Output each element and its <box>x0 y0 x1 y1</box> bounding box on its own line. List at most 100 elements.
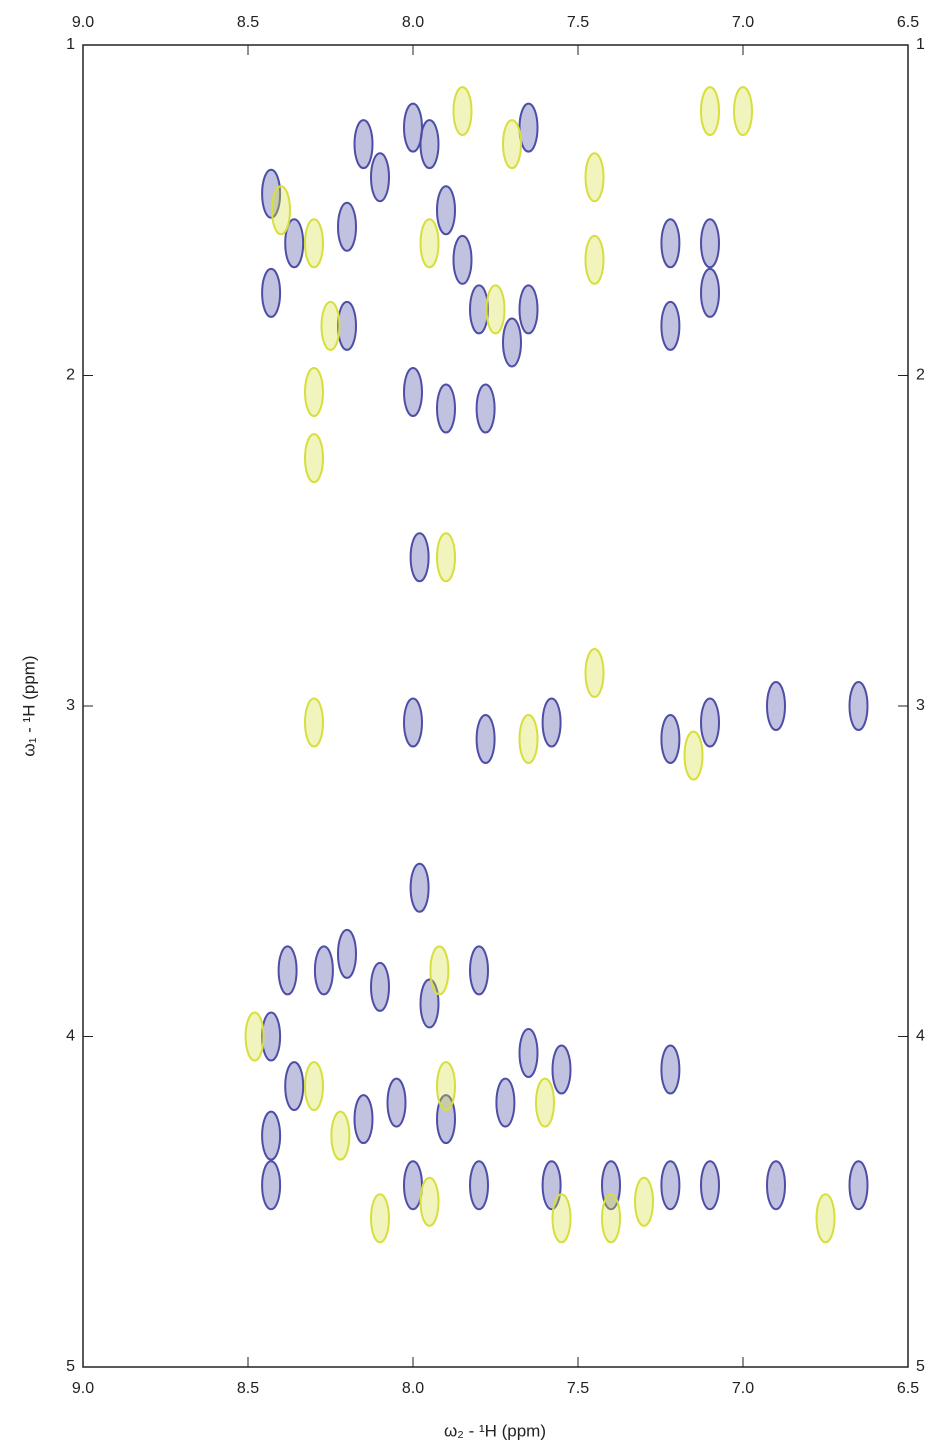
contour-peak <box>370 1193 390 1244</box>
contour-peak <box>386 1077 407 1128</box>
y-tick-label: 5 <box>66 1358 75 1375</box>
contour-peak <box>683 730 704 781</box>
contour-peak <box>551 1044 572 1095</box>
contour-peak <box>541 697 562 748</box>
contour-peak <box>271 185 291 236</box>
contour-peak <box>766 1160 786 1211</box>
contour-peak <box>551 1193 572 1244</box>
contour-peak <box>452 86 473 137</box>
contour-peak <box>485 284 506 335</box>
contour-peak <box>601 1193 621 1244</box>
contour-peak <box>370 152 390 203</box>
contour-peak <box>284 218 305 269</box>
contour-peak <box>700 267 720 318</box>
contour-peak <box>330 1110 351 1161</box>
contour-peak <box>475 714 496 765</box>
contour-peak <box>660 1044 681 1095</box>
contour-peak <box>584 234 605 285</box>
contour-peak <box>518 284 539 335</box>
contour-peak <box>304 218 324 269</box>
x-axis-label: ω₂ - ¹H (ppm) <box>444 1421 546 1440</box>
contour-peak <box>353 119 374 170</box>
contour-peak <box>261 1160 282 1211</box>
contour-peak <box>518 102 539 153</box>
contour-peak <box>848 1160 869 1211</box>
x-tick-label-top: 8.5 <box>237 14 259 31</box>
contour-peak <box>436 383 456 434</box>
y-tick-label-right: 2 <box>916 367 925 384</box>
contour-peak <box>733 86 753 137</box>
contour-peak <box>495 1077 516 1128</box>
y-tick-label-right: 5 <box>916 1358 925 1375</box>
y-tick-label: 2 <box>66 367 75 384</box>
y-tick-label-right: 1 <box>916 36 925 53</box>
contour-peak <box>700 86 720 137</box>
contour-peak <box>261 168 282 219</box>
contour-peak <box>261 1110 282 1161</box>
x-tick-label: 6.5 <box>897 1380 919 1397</box>
contour-peak <box>518 714 539 765</box>
contour-peak <box>284 1061 305 1112</box>
y-axis-label: ω₁ - ¹H (ppm) <box>19 655 38 756</box>
contour-peak <box>403 1160 423 1211</box>
contour-peak <box>469 1160 489 1211</box>
contour-peak <box>304 433 324 484</box>
contour-peak <box>502 317 522 368</box>
contour-peak <box>304 697 324 748</box>
contour-peak <box>436 185 456 236</box>
contour-peak <box>452 234 473 285</box>
contour-peak <box>469 945 489 996</box>
contour-peak <box>353 1094 374 1145</box>
contour-peak <box>660 1160 681 1211</box>
contour-peak <box>518 1028 539 1079</box>
contour-peak <box>502 119 522 170</box>
contour-peak <box>419 119 440 170</box>
x-tick-label: 7.0 <box>732 1380 754 1397</box>
x-tick-label-top: 7.0 <box>732 14 754 31</box>
x-tick-label: 8.0 <box>402 1380 424 1397</box>
contour-peak <box>436 532 456 583</box>
y-tick-label-right: 4 <box>916 1028 925 1045</box>
x-tick-label-top: 9.0 <box>72 14 94 31</box>
y-tick-label: 1 <box>66 36 75 53</box>
contour-peak <box>660 714 681 765</box>
contour-peak <box>313 945 334 996</box>
contour-peak <box>584 152 605 203</box>
contour-peak <box>337 300 357 351</box>
x-tick-label: 8.5 <box>237 1380 259 1397</box>
contour-peak <box>244 1011 265 1062</box>
contour-peak <box>409 532 430 583</box>
contour-peak <box>403 367 423 418</box>
contour-peak <box>535 1077 555 1128</box>
contour-peak <box>700 218 720 269</box>
contour-peak <box>475 383 496 434</box>
contour-peak <box>700 697 720 748</box>
contour-peak <box>660 218 681 269</box>
contour-peak <box>320 300 341 351</box>
x-tick-label-top: 6.5 <box>897 14 919 31</box>
contour-peak <box>660 300 681 351</box>
contour-peak <box>277 945 298 996</box>
contour-peak <box>584 647 605 698</box>
contour-peak <box>403 102 423 153</box>
contour-peak <box>848 681 869 731</box>
y-tick-label: 4 <box>66 1028 75 1045</box>
contour-peak <box>337 201 357 252</box>
contour-peak <box>766 681 786 731</box>
contour-peak <box>409 862 430 913</box>
x-tick-label: 9.0 <box>72 1380 94 1397</box>
contour-peak <box>634 1176 654 1227</box>
contour-peak <box>304 1061 324 1112</box>
y-tick-label-right: 3 <box>916 697 925 714</box>
contour-peak <box>261 267 282 318</box>
contour-peak <box>815 1193 836 1244</box>
contour-peak <box>700 1160 720 1211</box>
contour-peak <box>419 218 440 269</box>
contour-peak <box>337 928 357 979</box>
y-tick-label: 3 <box>66 697 75 714</box>
contour-peak <box>370 961 390 1012</box>
contour-peak <box>403 697 423 748</box>
contour-peak <box>304 367 324 418</box>
x-tick-label-top: 7.5 <box>567 14 589 31</box>
